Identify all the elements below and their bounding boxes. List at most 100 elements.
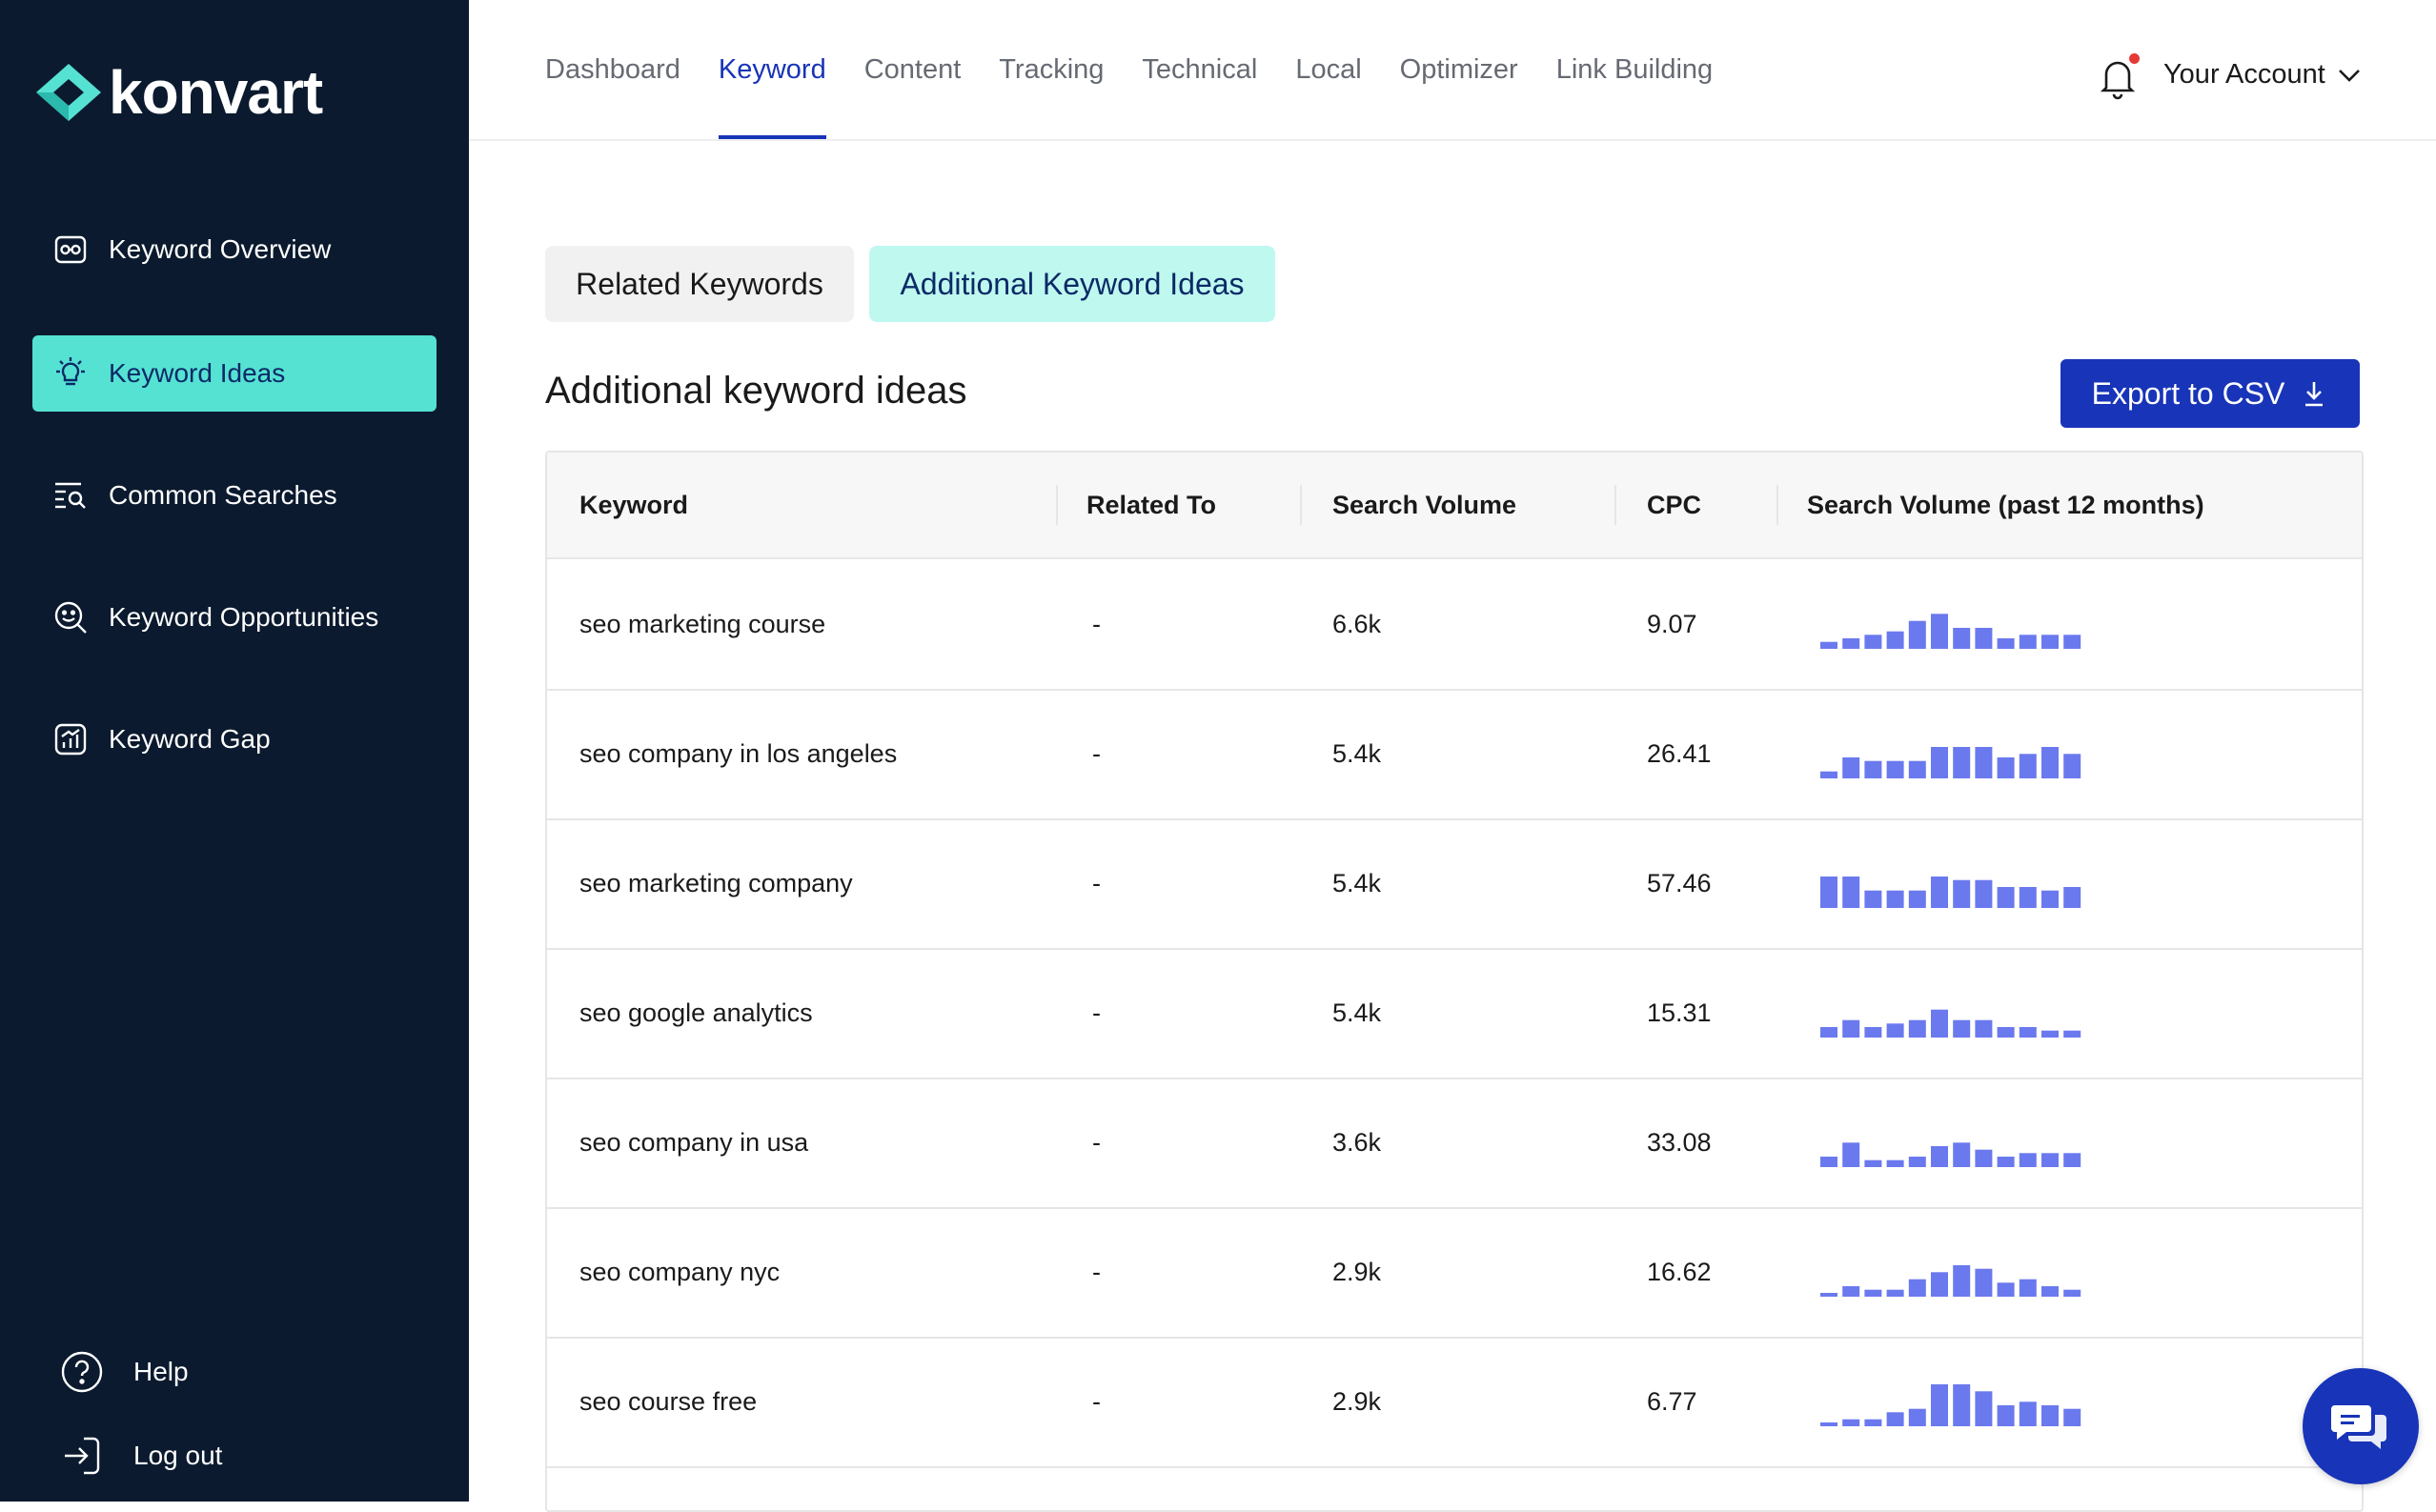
sparkline-bar bbox=[1953, 879, 1971, 908]
sparkline-bar bbox=[2019, 887, 2037, 908]
download-icon bbox=[2305, 382, 2324, 407]
cpc-cell: 16.62 bbox=[1647, 1257, 1712, 1286]
sidebar-item-keyword-gap[interactable]: Keyword Gap bbox=[32, 701, 436, 777]
search-volume-cell: 3.6k bbox=[1332, 1127, 1382, 1157]
column-divider bbox=[1056, 485, 1058, 525]
sparkline-bar bbox=[1997, 757, 2015, 778]
related-to-cell: - bbox=[1092, 868, 1101, 897]
tab-link-building[interactable]: Link Building bbox=[1555, 53, 1714, 85]
bell-icon[interactable] bbox=[2099, 55, 2137, 101]
tab-local[interactable]: Local bbox=[1295, 53, 1362, 85]
sparkline-bar bbox=[1886, 890, 1904, 908]
search-volume-sparkline bbox=[1820, 1009, 2081, 1038]
keyword-cell: seo company nyc bbox=[579, 1257, 781, 1286]
subtab-related-keywords[interactable]: Related Keywords bbox=[545, 246, 854, 322]
sparkline-bar bbox=[1953, 1019, 1971, 1038]
table-row[interactable]: seo google analytics - 5.4k 15.31 bbox=[547, 948, 2362, 1079]
sparkline-bar bbox=[1864, 760, 1882, 778]
search-volume-cell: 2.9k bbox=[1332, 1257, 1382, 1286]
column-header-search-volume-trend[interactable]: Search Volume (past 12 months) bbox=[1807, 490, 2204, 519]
sparkline-bar bbox=[1842, 757, 1860, 778]
table-row[interactable]: seo company nyc - 2.9k 16.62 bbox=[547, 1207, 2362, 1339]
tab-content[interactable]: Content bbox=[863, 53, 962, 85]
sparkline-bar bbox=[2041, 1405, 2059, 1426]
sparkline-bar bbox=[1886, 631, 1904, 649]
lightbulb-icon bbox=[51, 354, 90, 393]
keyword-cell: seo company in los angeles bbox=[579, 738, 898, 768]
sparkline-bar bbox=[1931, 1272, 1948, 1297]
table-row[interactable]: seo marketing course - 6.6k 9.07 bbox=[547, 559, 2362, 691]
sparkline-bar bbox=[1953, 1384, 1971, 1426]
sparkline-bar bbox=[1886, 1412, 1904, 1426]
sparkline-bar bbox=[1908, 890, 1926, 908]
tab-dashboard[interactable]: Dashboard bbox=[545, 53, 680, 85]
table-row[interactable]: seo course free - 2.9k 6.77 bbox=[547, 1337, 2362, 1468]
keyword-cell: seo marketing course bbox=[579, 609, 826, 638]
column-header-keyword[interactable]: Keyword bbox=[579, 490, 689, 519]
sparkline-bar bbox=[1931, 614, 1948, 649]
search-list-icon bbox=[51, 476, 90, 514]
sparkline-bar bbox=[1975, 628, 1993, 649]
account-menu[interactable]: Your Account bbox=[2163, 59, 2362, 91]
sparkline-bar bbox=[1886, 1159, 1904, 1167]
sidebar-item-common-searches[interactable]: Common Searches bbox=[32, 457, 436, 534]
sparkline-bar bbox=[1908, 1157, 1926, 1167]
sparkline-bar bbox=[1997, 1027, 2015, 1038]
sparkline-bar bbox=[1864, 1419, 1882, 1426]
keyword-ideas-table: Keyword Related To Search Volume CPC Sea… bbox=[545, 451, 2364, 1512]
table-row[interactable]: seo company in usa - 3.6k 33.08 bbox=[547, 1078, 2362, 1209]
notification-dot bbox=[2129, 53, 2140, 64]
sidebar-item-keyword-overview[interactable]: Keyword Overview bbox=[32, 212, 436, 288]
sparkline-bar bbox=[1864, 1289, 1882, 1297]
search-volume-cell: 6.6k bbox=[1332, 609, 1382, 638]
account-label: Your Account bbox=[2163, 59, 2325, 90]
sidebar-item-label: Common Searches bbox=[109, 480, 337, 510]
sparkline-bar bbox=[1975, 1391, 1993, 1426]
sparkline-bar bbox=[1820, 877, 1837, 908]
sparkline-bar bbox=[2041, 1030, 2059, 1038]
table-row[interactable]: seo marketing company - 5.4k 57.46 bbox=[547, 818, 2362, 950]
sparkline-bar bbox=[1931, 1146, 1948, 1167]
related-to-cell: - bbox=[1092, 998, 1101, 1027]
chart-gap-icon bbox=[51, 720, 90, 758]
sidebar-item-label: Keyword Ideas bbox=[109, 358, 286, 388]
search-volume-sparkline bbox=[1820, 1265, 2081, 1297]
export-csv-button[interactable]: Export to CSV bbox=[2060, 359, 2360, 428]
help-icon bbox=[59, 1349, 105, 1395]
logo[interactable]: konvart bbox=[32, 57, 323, 128]
sparkline-bar bbox=[1953, 1265, 1971, 1297]
chat-button[interactable] bbox=[2303, 1368, 2419, 1484]
column-header-search-volume[interactable]: Search Volume bbox=[1332, 490, 1517, 519]
help-link[interactable]: Help bbox=[59, 1349, 189, 1395]
search-volume-sparkline bbox=[1820, 877, 2081, 908]
tab-tracking[interactable]: Tracking bbox=[999, 53, 1105, 85]
sparkline-bar bbox=[1975, 879, 1993, 908]
logout-label: Log out bbox=[133, 1441, 223, 1470]
column-header-related-to[interactable]: Related To bbox=[1086, 490, 1217, 519]
table-row[interactable]: seo company in los angeles - 5.4k 26.41 bbox=[547, 689, 2362, 820]
sidebar-item-keyword-opportunities[interactable]: Keyword Opportunities bbox=[32, 579, 436, 655]
column-divider bbox=[1614, 485, 1616, 525]
sparkline-bar bbox=[1886, 1023, 1904, 1038]
column-divider bbox=[1776, 485, 1778, 525]
sparkline-bar bbox=[1842, 1419, 1860, 1426]
top-navigation: Dashboard Keyword Content Tracking Techn… bbox=[469, 0, 2436, 141]
sidebar-item-keyword-ideas[interactable]: Keyword Ideas bbox=[32, 335, 436, 412]
sparkline-bar bbox=[1997, 1282, 2015, 1297]
search-opportunities-icon bbox=[51, 598, 90, 636]
sparkline-bar bbox=[2063, 754, 2081, 778]
tab-optimizer[interactable]: Optimizer bbox=[1399, 53, 1518, 85]
sparkline-bar bbox=[2063, 635, 2081, 649]
sparkline-bar bbox=[2019, 1279, 2037, 1297]
logout-link[interactable]: Log out bbox=[59, 1433, 222, 1479]
main-tabs: Dashboard Keyword Content Tracking Techn… bbox=[545, 0, 1751, 139]
tab-keyword[interactable]: Keyword bbox=[718, 0, 826, 139]
tab-technical[interactable]: Technical bbox=[1142, 53, 1258, 85]
column-header-cpc[interactable]: CPC bbox=[1647, 490, 1702, 519]
sparkline-bar bbox=[1931, 747, 1948, 778]
sparkline-bar bbox=[1997, 638, 2015, 649]
subtab-additional-keyword-ideas[interactable]: Additional Keyword Ideas bbox=[869, 246, 1275, 322]
related-to-cell: - bbox=[1092, 1257, 1101, 1286]
sidebar-item-label: Keyword Gap bbox=[109, 724, 271, 754]
logout-icon bbox=[59, 1433, 105, 1479]
